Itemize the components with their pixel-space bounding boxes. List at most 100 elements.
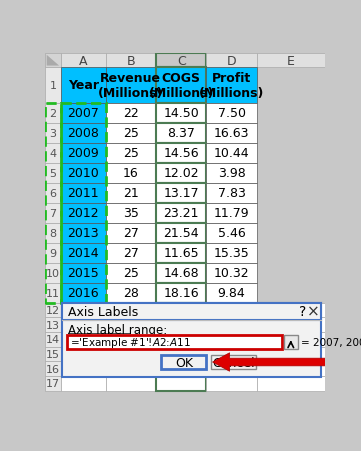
Bar (45, 68, 61, 103)
Text: 11.65: 11.65 (163, 247, 199, 260)
Text: 13.17: 13.17 (163, 187, 199, 200)
Bar (105, 283, 156, 303)
Bar (45, 376, 61, 391)
Bar (156, 54, 206, 68)
Bar (105, 183, 156, 203)
Text: 2013: 2013 (67, 227, 99, 239)
Bar (105, 303, 156, 318)
Bar (45, 123, 61, 143)
Bar (45, 318, 61, 332)
Bar (156, 332, 206, 347)
Bar (105, 332, 156, 347)
Bar (156, 283, 206, 303)
Text: E: E (287, 55, 295, 68)
Bar (105, 263, 156, 283)
Bar (206, 68, 257, 103)
Text: 2: 2 (49, 108, 56, 118)
Bar (61, 283, 105, 303)
Bar (45, 303, 61, 318)
Text: 25: 25 (123, 127, 139, 140)
Bar (61, 347, 105, 361)
Bar (206, 361, 257, 376)
Bar (206, 163, 257, 183)
Text: 16.63: 16.63 (214, 127, 249, 140)
Text: COGS
(Millions): COGS (Millions) (148, 72, 214, 100)
Text: 11: 11 (46, 288, 60, 298)
Bar (105, 103, 156, 123)
Text: A: A (79, 55, 87, 68)
Text: Axis Labels: Axis Labels (68, 305, 139, 318)
Text: 4: 4 (49, 148, 56, 158)
Bar (257, 332, 325, 347)
Text: 7.83: 7.83 (218, 187, 245, 200)
Bar (105, 54, 156, 68)
Bar (257, 361, 325, 376)
Bar (206, 376, 257, 391)
Bar (105, 376, 156, 391)
Bar (61, 243, 105, 263)
Text: 7.50: 7.50 (218, 107, 245, 120)
Text: 6: 6 (49, 188, 56, 198)
Bar (257, 318, 325, 332)
Text: 25: 25 (123, 147, 139, 160)
Bar (45, 283, 61, 303)
Bar (61, 123, 105, 143)
Bar (61, 318, 105, 332)
Bar (156, 223, 206, 243)
Bar (206, 263, 257, 283)
Text: = 2007, 2008, 20..: = 2007, 2008, 20.. (301, 337, 361, 347)
Text: 12.02: 12.02 (163, 167, 199, 179)
Bar (206, 54, 257, 68)
Text: 2008: 2008 (67, 127, 99, 140)
Text: Axis label range:: Axis label range: (68, 323, 168, 336)
Text: 2009: 2009 (67, 147, 99, 160)
Bar (45, 223, 61, 243)
Bar (156, 243, 206, 263)
Text: 23.21: 23.21 (164, 207, 199, 220)
Bar (156, 68, 206, 103)
Bar (156, 163, 206, 183)
Bar (156, 203, 206, 223)
Text: 7: 7 (49, 208, 56, 218)
Bar (45, 103, 61, 303)
Bar (45, 243, 61, 263)
Bar (45, 203, 61, 223)
Text: 8: 8 (49, 228, 56, 238)
Bar (105, 243, 156, 263)
Bar (206, 243, 257, 263)
Bar (206, 183, 257, 203)
Text: 5.46: 5.46 (218, 227, 245, 239)
Bar (61, 203, 105, 223)
Bar (156, 263, 206, 283)
Bar (61, 68, 105, 103)
Text: 2010: 2010 (67, 167, 99, 179)
Text: 10.44: 10.44 (214, 147, 249, 160)
Bar (105, 203, 156, 223)
Text: 2012: 2012 (67, 207, 99, 220)
Bar (61, 143, 105, 163)
Bar (206, 332, 257, 347)
Bar (61, 54, 105, 68)
Text: 14: 14 (46, 335, 60, 345)
Bar (206, 123, 257, 143)
Text: 11.79: 11.79 (214, 207, 249, 220)
Bar (61, 332, 105, 347)
Bar (45, 103, 61, 123)
Text: 16: 16 (123, 167, 139, 179)
Text: 14.56: 14.56 (163, 147, 199, 160)
Bar (45, 347, 61, 361)
Text: Year: Year (68, 79, 99, 92)
Bar (156, 376, 206, 391)
Bar (105, 318, 156, 332)
Text: 13: 13 (46, 320, 60, 330)
Text: ×: × (307, 304, 319, 319)
Text: 10.32: 10.32 (214, 267, 249, 280)
Bar (156, 103, 206, 123)
Bar (206, 347, 257, 361)
Text: 2015: 2015 (67, 267, 99, 280)
Text: 2014: 2014 (67, 247, 99, 260)
Text: 21.54: 21.54 (163, 227, 199, 239)
Bar (161, 355, 206, 369)
Bar (45, 163, 61, 183)
Text: 28: 28 (123, 286, 139, 299)
